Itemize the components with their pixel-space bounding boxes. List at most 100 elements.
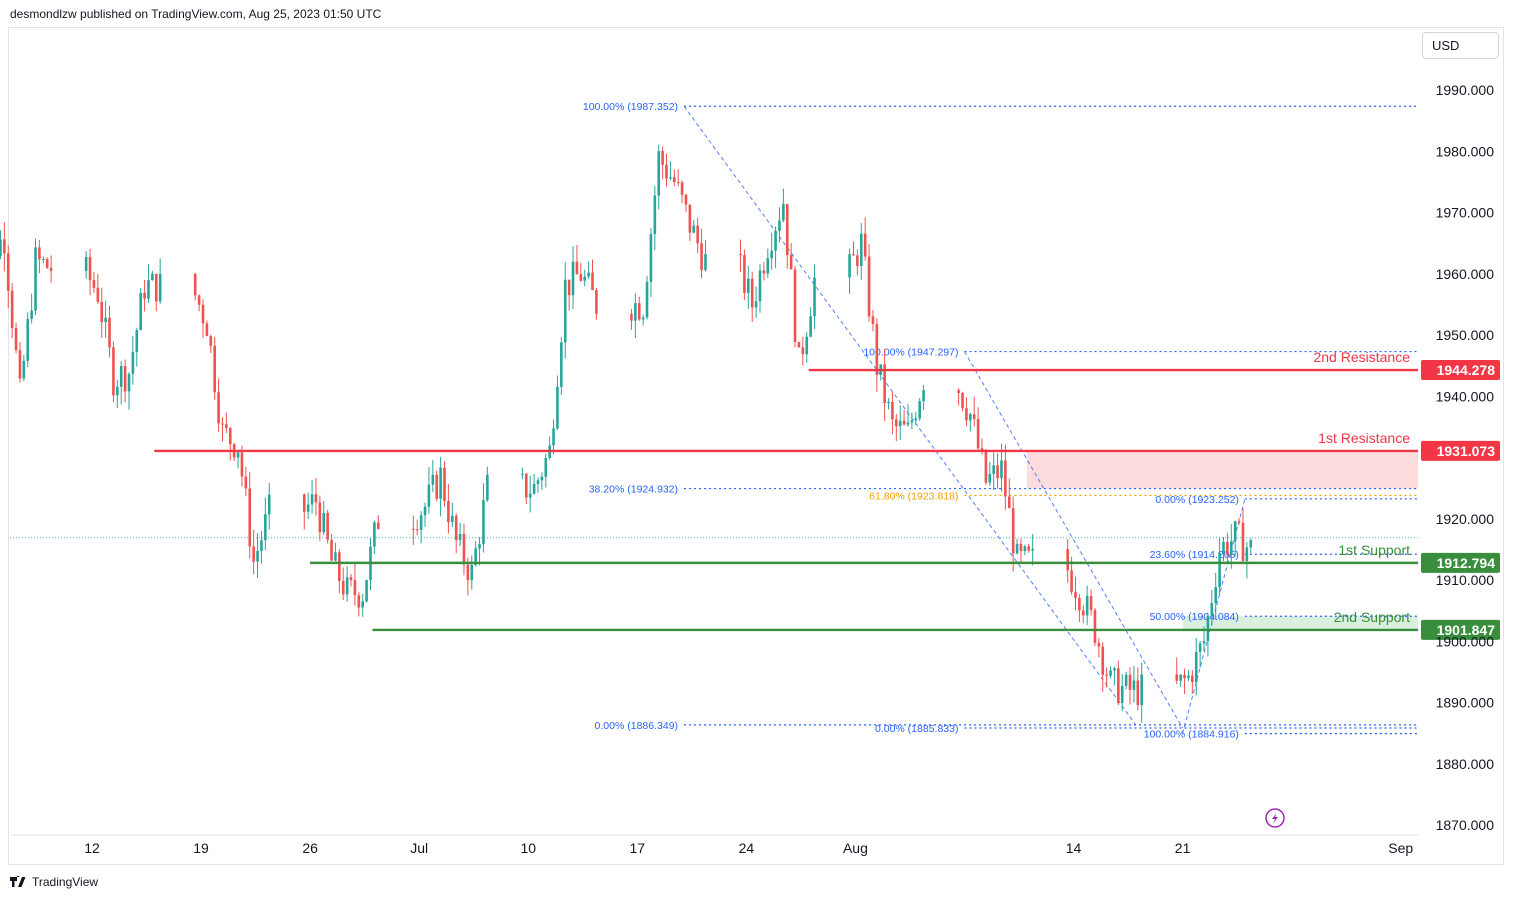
candle-body	[443, 467, 446, 501]
y-tick-label: 1870.000	[1436, 817, 1495, 833]
candle-body	[984, 450, 988, 483]
y-axis: 1990.000 1980.000 1970.000 1960.000 1950.000…	[1436, 82, 1495, 833]
candle-body	[992, 465, 995, 474]
candle-body	[10, 290, 14, 329]
candle-body	[556, 386, 559, 429]
candle-body	[1011, 508, 1015, 554]
candle-body	[197, 295, 201, 305]
candle-body	[244, 476, 248, 489]
candle-body	[700, 243, 703, 271]
candle-body	[264, 514, 267, 541]
y-tick-label: 1950.000	[1436, 327, 1495, 343]
candle-body	[1027, 546, 1031, 551]
candle-body	[357, 595, 361, 608]
candle-body	[1109, 670, 1112, 676]
candle-body	[108, 317, 111, 348]
candle-body	[431, 474, 435, 485]
x-tick-label: 12	[84, 840, 100, 856]
level-name: 2nd Support	[1334, 609, 1410, 625]
candle-body	[785, 204, 789, 256]
candle-body	[415, 529, 419, 531]
x-tick-label: 19	[193, 840, 209, 856]
candle-body	[696, 225, 699, 244]
candle-body	[961, 392, 964, 409]
candle-body	[575, 261, 579, 275]
candle-body	[1066, 548, 1069, 571]
candle-body	[302, 494, 306, 512]
candle-body	[1019, 543, 1023, 552]
candle-body	[1085, 595, 1089, 616]
x-tick-label: 26	[302, 840, 318, 856]
footer-brand[interactable]: TradingView	[32, 875, 99, 889]
candle-body	[0, 239, 2, 256]
candle-body	[143, 292, 146, 299]
candle-body	[1105, 674, 1108, 676]
fib-level-label: 100.00% (1947.297)	[863, 347, 958, 359]
candle-body	[123, 366, 127, 392]
candle-body	[665, 164, 668, 179]
published-info: desmondlzw published on TradingView.com,…	[10, 7, 382, 21]
candle-body	[883, 364, 886, 404]
y-tick-label: 1940.000	[1436, 388, 1495, 404]
level-name: 1st Resistance	[1318, 430, 1410, 446]
candle-body	[692, 225, 696, 233]
candle-body	[1233, 521, 1237, 542]
y-tick-label: 1910.000	[1436, 572, 1495, 588]
candle-body	[462, 533, 466, 565]
x-tick-label: Aug	[843, 840, 868, 856]
candle-body	[454, 515, 458, 541]
candle-body	[996, 465, 999, 479]
candle-body	[1124, 674, 1128, 686]
candle-body	[306, 504, 310, 512]
candle-body	[147, 280, 150, 299]
candle-body	[1081, 610, 1085, 616]
candle-body	[330, 539, 333, 561]
candles-layer	[0, 144, 1253, 723]
candle-body	[45, 258, 49, 268]
tradingview-logo-icon	[10, 876, 26, 887]
candle-body	[1229, 541, 1233, 556]
candle-body	[1249, 539, 1253, 548]
candle-body	[256, 550, 259, 562]
candle-body	[84, 257, 88, 271]
candle-body	[338, 552, 341, 582]
fib-level-label: 23.60% (1914.205)	[1150, 549, 1239, 561]
x-tick-label: 17	[630, 840, 646, 856]
candle-body	[1070, 570, 1073, 592]
candle-body	[22, 360, 26, 379]
candle-body	[856, 255, 859, 266]
candle-body	[914, 418, 918, 421]
level-price-tag	[1421, 552, 1500, 573]
candle-body	[563, 279, 567, 343]
candle-body	[965, 408, 968, 421]
candle-body	[891, 401, 894, 420]
candle-body	[96, 287, 100, 302]
candle-body	[458, 533, 462, 541]
zones-layer	[1026, 450, 1418, 630]
candle-body	[314, 494, 318, 503]
candle-body	[1023, 546, 1027, 552]
candle-body	[766, 258, 770, 274]
candle-body	[3, 239, 6, 254]
fib-level-label: 0.00% (1923.252)	[1155, 494, 1238, 506]
candle-body	[26, 318, 30, 361]
candle-body	[201, 304, 205, 324]
candle-body	[1117, 668, 1120, 704]
candle-body	[49, 267, 53, 271]
candle-body	[774, 230, 777, 251]
currency-selector[interactable]: USD	[1422, 32, 1499, 59]
candle-body	[657, 151, 661, 196]
candle-body	[376, 522, 380, 529]
candle-body	[976, 418, 980, 449]
y-tick-label: 1880.000	[1436, 756, 1495, 772]
candle-body	[673, 177, 676, 183]
candle-body	[240, 452, 244, 477]
candle-body	[782, 204, 785, 221]
candle-body	[318, 502, 322, 533]
candle-body	[466, 564, 470, 581]
lightning-icon[interactable]	[1265, 808, 1285, 828]
candle-body	[863, 233, 867, 257]
candle-body	[1183, 674, 1186, 679]
candle-body	[661, 151, 664, 165]
